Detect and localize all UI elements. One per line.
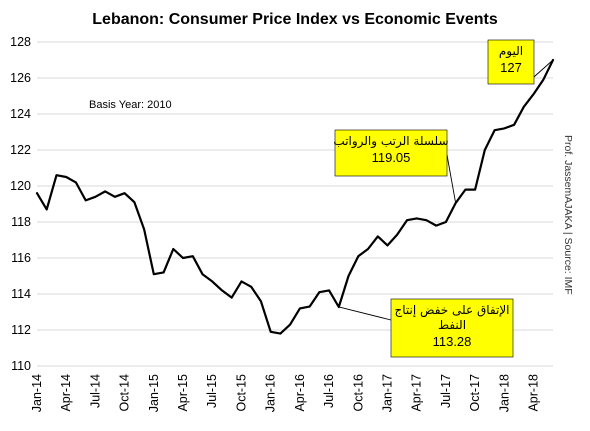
annotation-label: الإتفاق على خفض إنتاج: [394, 303, 509, 318]
x-tick-label: Oct-14: [118, 374, 132, 412]
annotation-leader-line: [446, 154, 457, 204]
x-tick-label: Jul-16: [322, 374, 336, 408]
x-tick-label: Jan-14: [30, 374, 44, 412]
x-tick-label: Oct-16: [351, 374, 365, 412]
annotation-label: سلسلة الرتب والرواتب: [333, 134, 448, 149]
x-tick-label: Apr-16: [293, 374, 307, 412]
y-axis-ticks: 110 112 114 116 118 120 122 124 126 128: [10, 35, 31, 373]
x-tick-label: Jan-18: [497, 374, 511, 412]
y-tick-label: 112: [11, 323, 31, 337]
chart-title: Lebanon: Consumer Price Index vs Economi…: [92, 11, 498, 28]
x-tick-label: Jan-15: [147, 374, 161, 412]
x-tick-label: Apr-18: [527, 374, 541, 412]
x-tick-label: Jan-16: [264, 374, 278, 412]
y-tick-label: 126: [10, 71, 31, 85]
x-tick-label: Oct-15: [234, 374, 248, 412]
basis-year-note: Basis Year: 2010: [89, 99, 172, 111]
annotation-label: اليوم: [499, 44, 523, 59]
annotation-value: 119.05: [372, 150, 411, 165]
x-tick-label: Jul-15: [205, 374, 219, 408]
x-tick-label: Oct-17: [468, 374, 482, 412]
x-tick-label: Jul-17: [439, 374, 453, 408]
y-tick-label: 124: [10, 107, 31, 121]
y-tick-label: 110: [11, 359, 31, 373]
x-axis-ticks: Jan-14 Apr-14 Jul-14 Oct-14 Jan-15 Apr-15 Jul-…: [30, 374, 541, 412]
annotation-box: [390, 298, 514, 358]
y-tick-label: 114: [11, 287, 31, 301]
cpi-series-line: [35, 58, 555, 335]
annotation-label: النفط: [438, 318, 466, 332]
y-tick-label: 116: [11, 251, 31, 265]
x-tick-label: Apr-15: [176, 374, 190, 412]
y-tick-label: 120: [10, 179, 31, 193]
annotation-leader-line: [338, 306, 392, 321]
source-credit: Prof. JassemAJAKA | Source: IMF: [562, 135, 574, 295]
annotation-value: 113.28: [433, 334, 472, 349]
annotation-value: 127: [500, 60, 522, 75]
grid-layer: [37, 41, 553, 367]
y-tick-label: 118: [11, 215, 31, 229]
annotation-box: [334, 129, 448, 177]
x-tick-label: Apr-17: [410, 374, 424, 412]
y-tick-label: 122: [10, 143, 31, 157]
x-tick-label: Jan-17: [380, 374, 394, 412]
x-tick-label: Jul-14: [88, 374, 102, 408]
y-tick-label: 128: [10, 35, 31, 49]
x-tick-label: Apr-14: [59, 374, 73, 412]
annotation-box: [487, 39, 535, 85]
